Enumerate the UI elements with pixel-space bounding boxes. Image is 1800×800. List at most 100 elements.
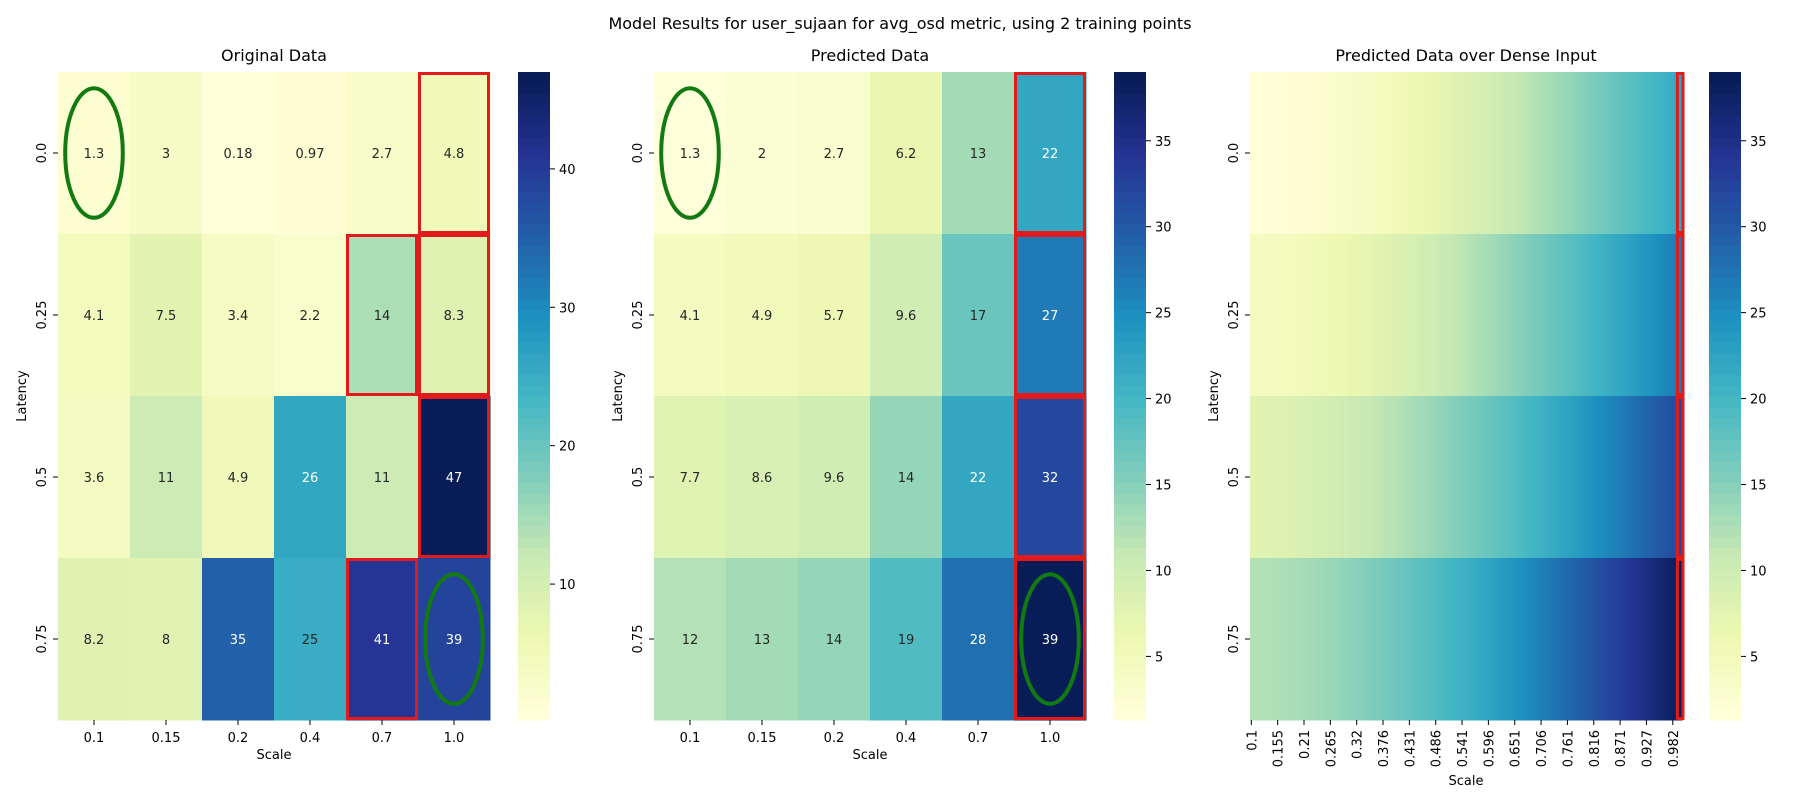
dense-cell bbox=[1313, 72, 1317, 235]
dense-cell bbox=[1489, 558, 1493, 721]
dense-cell bbox=[1318, 558, 1322, 721]
dense-cell bbox=[1489, 72, 1493, 235]
cell-value-label: 3.6 bbox=[84, 471, 105, 486]
colorbar-segment bbox=[1114, 352, 1146, 365]
dense-cell bbox=[1510, 72, 1515, 235]
red-highlight-box bbox=[418, 234, 490, 396]
colorbar-segment bbox=[518, 147, 550, 159]
dense-cell bbox=[1479, 234, 1483, 397]
dense-cell bbox=[1605, 72, 1609, 235]
dense-cell bbox=[1365, 396, 1370, 559]
dense-cell bbox=[1405, 72, 1409, 235]
colorbar-segment bbox=[1114, 244, 1146, 257]
cell-value-label: 4.1 bbox=[84, 309, 105, 324]
colorbar-segment bbox=[1709, 126, 1741, 138]
colorbar-segment bbox=[1709, 331, 1741, 343]
dense-cell bbox=[1674, 72, 1678, 235]
dense-cell bbox=[1263, 558, 1267, 721]
x-axis-label: Scale bbox=[1449, 774, 1484, 789]
dense-cell bbox=[1526, 72, 1530, 235]
red-highlight-box bbox=[418, 396, 490, 558]
dense-cell bbox=[1660, 396, 1665, 559]
dense-cell bbox=[1550, 558, 1554, 721]
dense-cell bbox=[1642, 396, 1646, 559]
dense-cell bbox=[1610, 72, 1615, 235]
dense-cell bbox=[1307, 72, 1312, 235]
heatmap-cell bbox=[130, 396, 203, 559]
y-axis-label: Latency bbox=[1207, 370, 1222, 422]
dense-cell bbox=[1405, 558, 1409, 721]
dense-cell bbox=[1473, 396, 1478, 559]
green-highlight-ellipse bbox=[659, 86, 721, 220]
dense-cell bbox=[1292, 396, 1296, 559]
dense-cell bbox=[1518, 234, 1522, 397]
dense-cell bbox=[1653, 558, 1657, 721]
colorbar-segment bbox=[1709, 244, 1741, 257]
dense-cell bbox=[1479, 558, 1483, 721]
cell-value-label: 4.8 bbox=[444, 147, 465, 162]
dense-cell bbox=[1637, 396, 1641, 559]
panel-title: Predicted Data bbox=[811, 46, 929, 65]
colorbar-segment bbox=[1709, 579, 1741, 591]
dense-cell bbox=[1318, 72, 1322, 235]
y-axis-label: Latency bbox=[15, 370, 30, 422]
colorbar-segment bbox=[1114, 590, 1146, 602]
x-tick-label: 0.706 bbox=[1535, 730, 1550, 767]
dense-cell bbox=[1300, 558, 1304, 721]
heatmap-cell bbox=[654, 396, 727, 559]
dense-cell bbox=[1255, 72, 1259, 235]
dense-cell bbox=[1513, 558, 1517, 721]
dense-cell bbox=[1410, 234, 1414, 397]
cell-value-label: 0.18 bbox=[224, 147, 253, 162]
dense-cell bbox=[1271, 234, 1275, 397]
heatmap-cell bbox=[798, 558, 871, 721]
dense-cell bbox=[1431, 72, 1435, 235]
dense-cell bbox=[1484, 396, 1488, 559]
colorbar-segment bbox=[1709, 558, 1741, 570]
dense-cell bbox=[1618, 396, 1623, 559]
dense-cell bbox=[1537, 558, 1541, 721]
x-tick-label: 0.2 bbox=[824, 731, 845, 746]
dense-cell bbox=[1315, 72, 1320, 235]
dense-cell bbox=[1276, 396, 1280, 559]
dense-cell bbox=[1389, 234, 1393, 397]
colorbar-segment bbox=[1114, 385, 1146, 397]
y-tick-label: 0.5 bbox=[1227, 467, 1242, 488]
dense-cell bbox=[1618, 558, 1623, 721]
dense-cell bbox=[1500, 396, 1504, 559]
dense-cell bbox=[1650, 396, 1654, 559]
dense-cell bbox=[1466, 72, 1470, 235]
dense-cell bbox=[1394, 558, 1399, 721]
dense-cell bbox=[1284, 396, 1288, 559]
dense-cell bbox=[1323, 558, 1327, 721]
dense-cell bbox=[1352, 234, 1356, 397]
dense-cell bbox=[1653, 72, 1657, 235]
dense-cell bbox=[1284, 72, 1288, 235]
colorbar-segment bbox=[518, 352, 550, 365]
colorbar-segment bbox=[1709, 525, 1741, 537]
dense-cell bbox=[1576, 396, 1580, 559]
dense-cell bbox=[1339, 396, 1343, 559]
dense-cell bbox=[1550, 396, 1554, 559]
cell-value-label: 8.3 bbox=[444, 309, 465, 324]
dense-cell bbox=[1631, 396, 1636, 559]
dense-cell bbox=[1418, 72, 1422, 235]
dense-cell bbox=[1278, 396, 1283, 559]
dense-cell bbox=[1376, 396, 1380, 559]
dense-cell bbox=[1368, 234, 1372, 397]
dense-cell bbox=[1455, 558, 1459, 721]
dense-cell bbox=[1668, 72, 1673, 235]
dense-cell bbox=[1647, 558, 1651, 721]
dense-cell bbox=[1476, 558, 1480, 721]
dense-cell bbox=[1500, 72, 1504, 235]
dense-cell bbox=[1621, 396, 1625, 559]
dense-cell bbox=[1668, 558, 1673, 721]
dense-cell bbox=[1600, 234, 1604, 397]
dense-cell bbox=[1371, 396, 1375, 559]
dense-cell bbox=[1502, 558, 1507, 721]
dense-cell bbox=[1286, 558, 1291, 721]
dense-cell bbox=[1281, 558, 1285, 721]
red-highlight-box bbox=[1014, 396, 1086, 558]
heatmap-cell bbox=[274, 72, 347, 235]
dense-cell bbox=[1479, 396, 1483, 559]
